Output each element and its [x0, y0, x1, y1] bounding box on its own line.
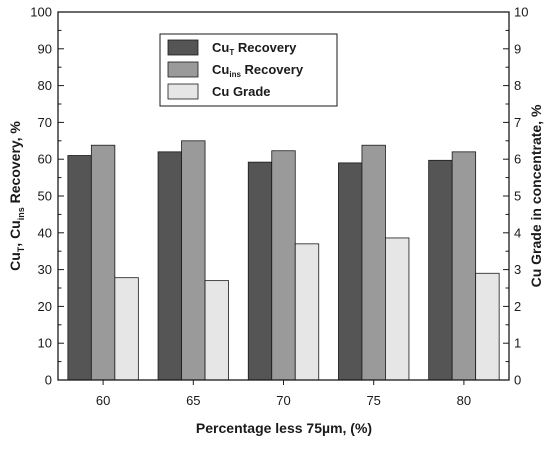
bar-series1-65: [181, 140, 206, 381]
y-left-tick-label-70: 70: [38, 115, 52, 130]
bar-series0-70: [247, 161, 273, 381]
bar-series1-80: [451, 151, 477, 381]
y-right-tick-label-1: 1: [514, 336, 521, 351]
y-left-tick-label-60: 60: [38, 152, 52, 167]
y-left-tick-label-0: 0: [45, 373, 52, 388]
bar-series1-60: [90, 144, 116, 381]
x-tick-label-80: 80: [457, 393, 471, 408]
legend-swatch-cuins: [167, 61, 199, 78]
y-left-tick-label-40: 40: [38, 225, 52, 240]
y-right-tick-label-10: 10: [514, 5, 528, 20]
y-left-tick-label-50: 50: [38, 189, 52, 204]
legend-label-cugrade: Cu Grade: [212, 84, 271, 99]
y-right-tick-label-2: 2: [514, 299, 521, 314]
y-left-tick-label-30: 30: [38, 262, 52, 277]
y-right-tick-label-9: 9: [514, 41, 521, 56]
legend: CuT Recovery Cuins Recovery Cu Grade: [159, 33, 338, 107]
bar-series1-70: [271, 150, 296, 381]
bar-series2-60: [114, 277, 139, 381]
bar-series2-65: [204, 280, 229, 381]
legend-swatch-cugrade: [167, 83, 199, 100]
bar-series0-60: [67, 155, 92, 381]
bar-series0-80: [428, 159, 453, 381]
y-left-tick-label-100: 100: [30, 5, 52, 20]
y-left-tick-label-10: 10: [38, 336, 52, 351]
x-axis-title: Percentage less 75µm, (%): [196, 420, 372, 436]
bar-series1-75: [361, 144, 386, 381]
ticks-layer: 60 65 70 75 80 0 10 20 30 40 50 60 70 80 90 100 0 1 2 3 4 5 6 7…: [30, 5, 528, 409]
y-right-tick-label-0: 0: [514, 373, 521, 388]
y-left-tick-label-90: 90: [38, 41, 52, 56]
bars-layer: [67, 140, 500, 381]
bar-series2-75: [385, 237, 410, 381]
y-right-tick-label-5: 5: [514, 189, 521, 204]
y-axis-title-right: Cu Grade in concentrate, %: [528, 104, 544, 287]
bar-series0-65: [157, 151, 182, 381]
y-right-tick-label-8: 8: [514, 78, 521, 93]
bar-series0-75: [338, 162, 363, 381]
y-axis-title-left: CuT, Cuins Recovery, %: [7, 121, 26, 271]
x-tick-label-70: 70: [276, 393, 290, 408]
x-tick-label-65: 65: [186, 393, 200, 408]
y-right-tick-label-7: 7: [514, 115, 521, 130]
y-right-tick-label-3: 3: [514, 262, 521, 277]
legend-label-cuins: Cuins Recovery: [212, 62, 304, 79]
bar-series2-70: [294, 243, 320, 381]
bar-series2-80: [475, 272, 500, 381]
y-left-tick-label-20: 20: [38, 299, 52, 314]
x-tick-label-75: 75: [366, 393, 380, 408]
y-right-tick-label-4: 4: [514, 225, 521, 240]
y-left-tick-label-80: 80: [38, 78, 52, 93]
legend-swatch-cut: [167, 39, 199, 56]
legend-label-cut: CuT Recovery: [212, 40, 297, 57]
y-right-tick-label-6: 6: [514, 152, 521, 167]
x-tick-label-60: 60: [96, 393, 110, 408]
